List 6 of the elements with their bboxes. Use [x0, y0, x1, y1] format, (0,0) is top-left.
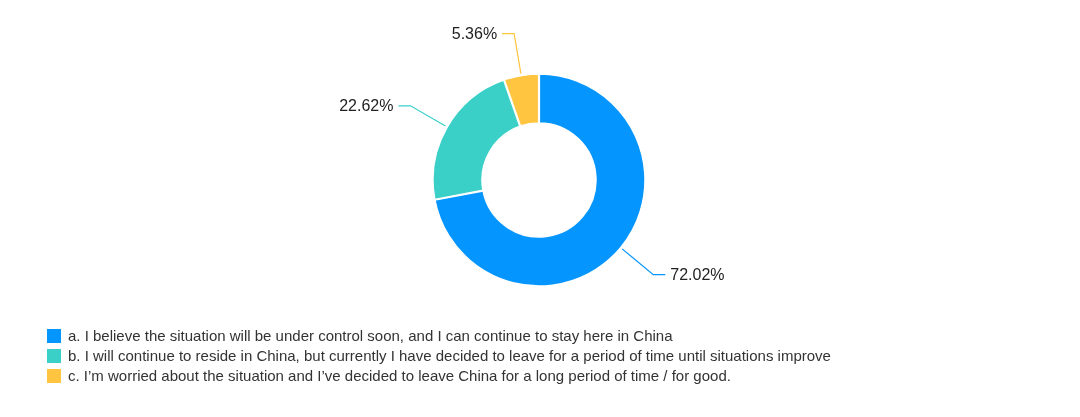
data-label: 72.02%	[670, 266, 725, 284]
data-label: 22.62%	[339, 97, 394, 115]
data-label: 5.36%	[451, 25, 498, 43]
legend-label: a. I believe the situation will be under control soon, and I can continue to stay here in China	[68, 327, 674, 345]
legend-label: c. I’m worried about the situation and I’ve decided to leave China for a long period of time / for good.	[68, 367, 731, 385]
legend-label: b. I will continue to reside in China, but currently I have decided to leave for a period of time until situations improve	[68, 347, 831, 365]
